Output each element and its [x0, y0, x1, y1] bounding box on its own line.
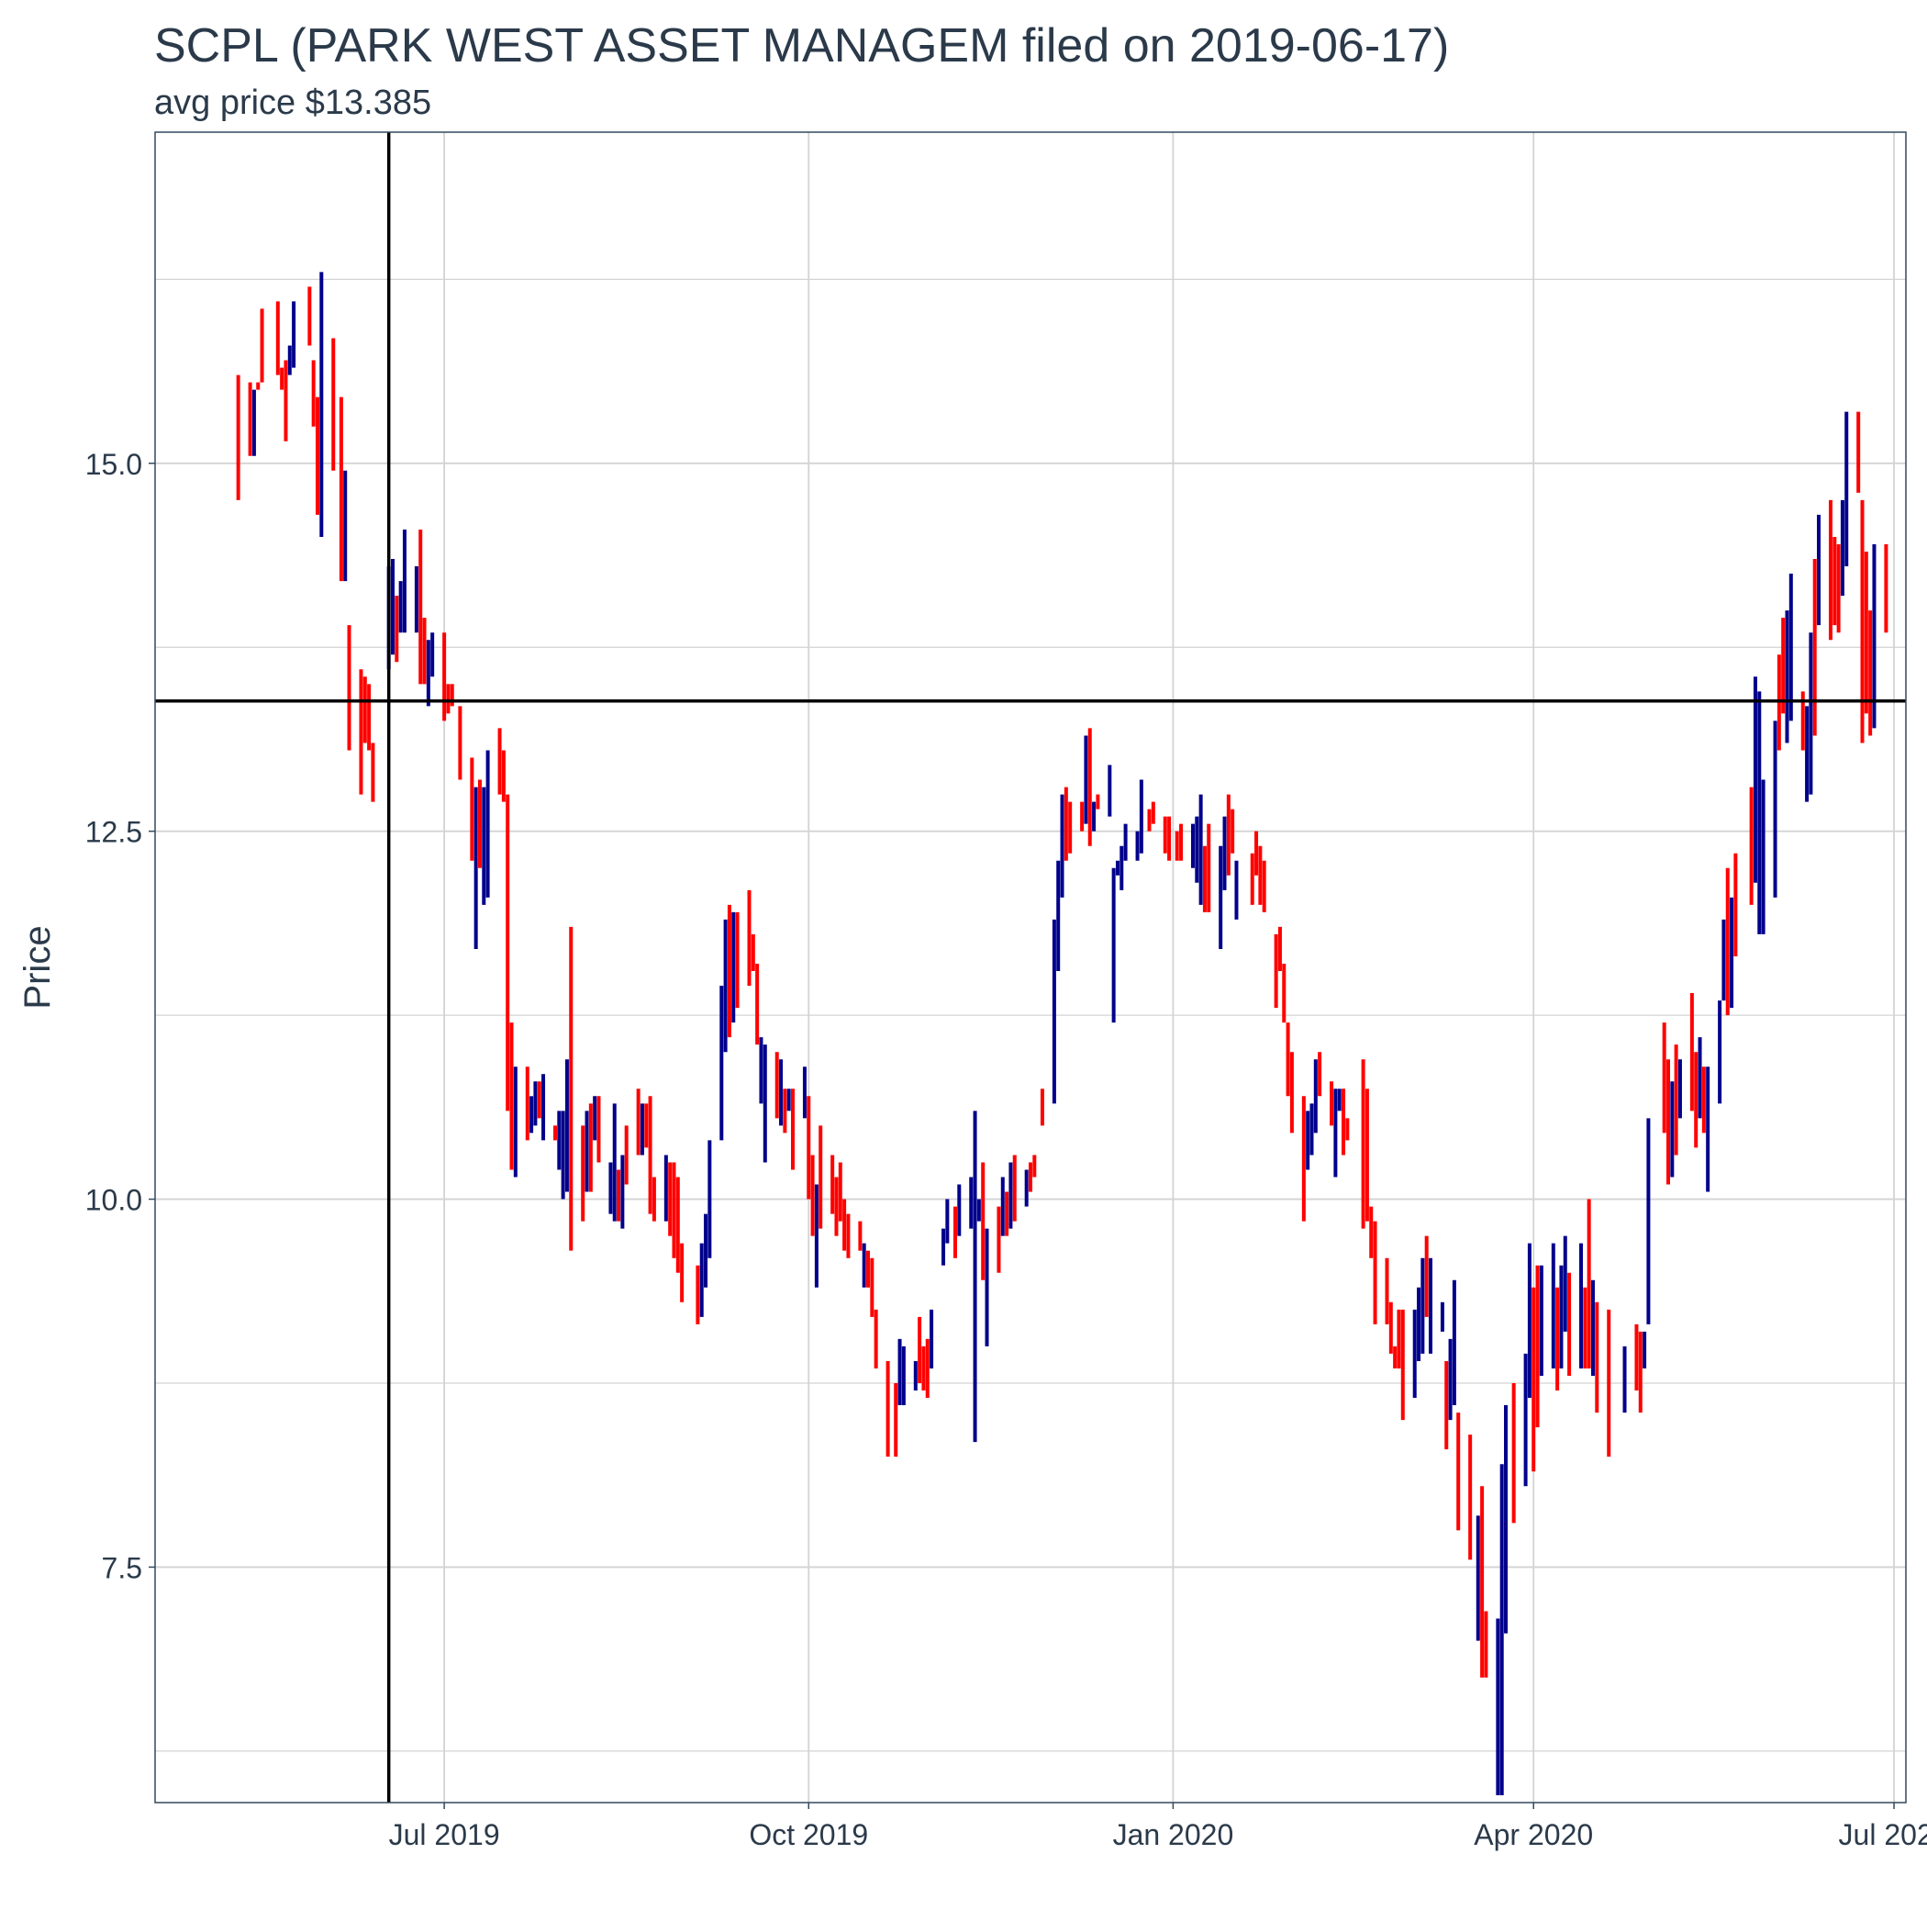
grid: [155, 132, 1906, 1803]
x-tick-label: Jul 2019: [389, 1818, 500, 1851]
x-axis: Jul 2019 Oct 2019 Jan 2020 Apr 2020 Jul 2020: [389, 1803, 1927, 1851]
x-tick-label: Oct 2019: [749, 1818, 868, 1851]
chart-subtitle: avg price $13.385: [154, 84, 431, 122]
y-tick-label: 15.0: [85, 448, 142, 481]
reference-lines: [155, 132, 1906, 1803]
x-tick-label: Jul 2020: [1839, 1818, 1927, 1851]
y-tick-label: 12.5: [85, 816, 142, 849]
ohlc-bars: [236, 272, 1888, 1795]
y-tick-label: 7.5: [102, 1551, 142, 1584]
x-tick-label: Apr 2020: [1474, 1818, 1593, 1851]
x-tick-label: Jan 2020: [1113, 1818, 1234, 1851]
y-tick-label: 10.0: [85, 1184, 142, 1217]
y-axis-title: Price: [17, 925, 58, 1009]
y-axis: 7.5 10.0 12.5 15.0: [85, 448, 155, 1584]
plot-panel-border: [154, 131, 1907, 1804]
chart-title: SCPL (PARK WEST ASSET MANAGEM filed on 2…: [154, 19, 1449, 73]
